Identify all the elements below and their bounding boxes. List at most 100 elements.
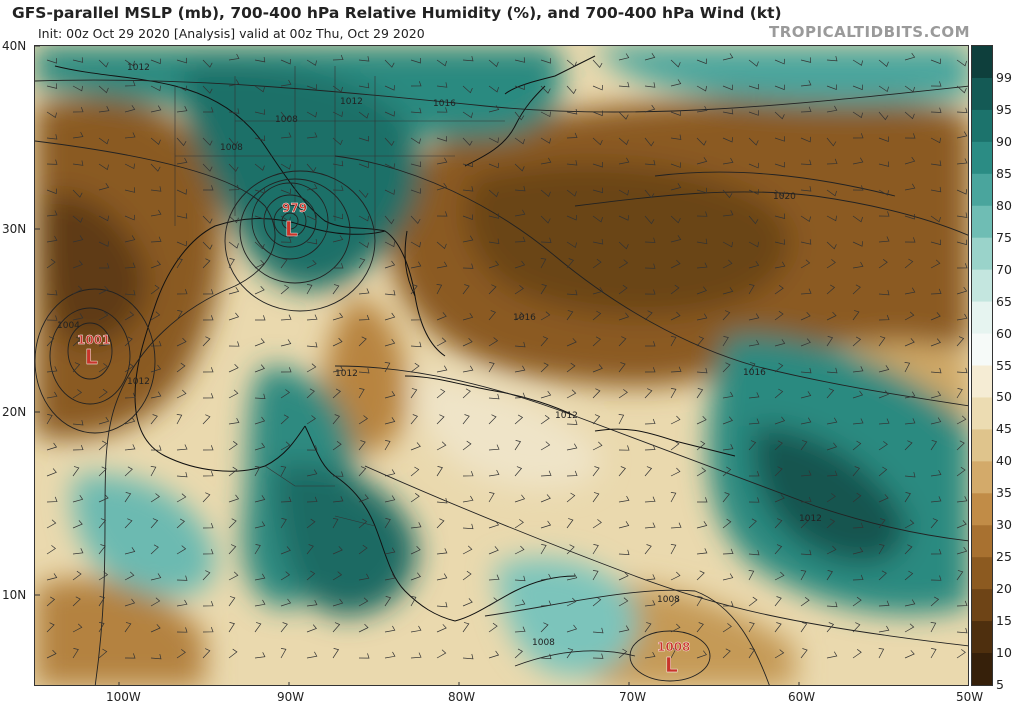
isobar-labels: 1012 1012 1016 1008 1008 1020 1016 1016 … (57, 63, 822, 648)
wind-barb (124, 262, 136, 269)
wind-barb (722, 137, 733, 143)
wind-barb (358, 288, 370, 295)
wind-barb (176, 240, 187, 247)
wind-barb (826, 189, 837, 197)
wind-barb (410, 284, 418, 295)
wind-barb (228, 241, 239, 249)
wind-barb (956, 627, 968, 634)
isobar-label: 1016 (433, 99, 456, 109)
colorbar-swatch (972, 429, 992, 462)
colorbar-tick-label: 75 (996, 229, 1012, 245)
wind-barb (358, 544, 368, 555)
wind-barb (826, 417, 838, 425)
wind-barb (46, 596, 56, 607)
wind-barb (72, 444, 84, 451)
wind-barb (436, 518, 445, 529)
wind-barb (150, 364, 162, 373)
wind-barb (46, 545, 57, 555)
wind-barb (332, 546, 343, 555)
wind-barb (904, 183, 916, 191)
wind-barb (72, 260, 83, 269)
wind-barb (228, 389, 239, 399)
wind-barb (332, 414, 340, 425)
wind-barb (930, 288, 942, 295)
wind-barb (956, 85, 967, 94)
wind-barb (176, 288, 188, 295)
colorbar-swatch (972, 301, 992, 335)
wind-barb (852, 261, 864, 269)
lat-label-30n: 30N (2, 222, 27, 236)
wind-barb (98, 183, 110, 191)
wind-barb (410, 545, 421, 555)
wind-barb (203, 107, 214, 113)
wind-barb (774, 596, 782, 607)
wind-barb (852, 215, 863, 223)
wind-barb (46, 58, 57, 64)
wind-barb (592, 110, 603, 117)
wind-barb (436, 59, 447, 67)
wind-barb (956, 189, 967, 195)
wind-barb (826, 493, 836, 503)
wind-barb (46, 235, 58, 243)
wind-barb (332, 365, 344, 373)
wind-barb (956, 600, 968, 607)
wind-barb (46, 649, 57, 659)
wind-barb (748, 339, 760, 347)
wind-barb (462, 137, 473, 146)
wind-barb (254, 85, 265, 93)
wind-barb (202, 258, 211, 269)
wind-barb (98, 571, 109, 581)
wind-barb (410, 107, 422, 114)
colorbar-swatch (972, 397, 992, 430)
wind-barb (462, 598, 473, 607)
wind-barb (696, 467, 707, 477)
wind-barb (436, 498, 448, 504)
wind-barb (722, 362, 731, 373)
wind-barb (592, 59, 603, 68)
wind-barb (592, 519, 602, 529)
wind-barb (540, 215, 551, 224)
wind-barb (176, 189, 187, 195)
wind-barb (488, 414, 497, 425)
wind-barb (592, 388, 601, 399)
wind-barb (722, 548, 734, 555)
wind-barb (228, 441, 238, 451)
wind-barb (280, 441, 291, 451)
isobar-label: 1012 (340, 97, 363, 107)
wind-barb (592, 310, 602, 321)
political-borders (174, 66, 505, 527)
wind-barb (826, 470, 838, 477)
wind-barb (566, 419, 578, 425)
colorbar-tick-label: 95 (996, 101, 1012, 117)
wind-barb (566, 160, 578, 166)
wind-barb (904, 311, 915, 321)
wind-barb (306, 132, 318, 139)
wind-barb (774, 622, 782, 633)
wind-barb (150, 236, 162, 243)
colorbar-tick-label: 40 (996, 453, 1012, 469)
wind-barb (826, 84, 837, 91)
wind-barb (384, 625, 396, 633)
wind-barb (852, 133, 864, 139)
wind-barb (956, 367, 968, 374)
wind-barb (618, 597, 629, 607)
wind-barb (384, 241, 395, 248)
wind-barb (280, 188, 291, 195)
wind-barb (540, 85, 551, 94)
wind-barb (410, 362, 420, 373)
wind-barb (358, 135, 369, 142)
wind-barb (436, 414, 445, 425)
wind-barb (306, 284, 313, 295)
wind-barb (566, 443, 578, 451)
wind-barb (696, 157, 708, 165)
colorbar-tick-label: 25 (996, 549, 1012, 565)
wind-barb (618, 445, 630, 451)
wind-barb (540, 544, 547, 555)
wind-barb (410, 388, 418, 399)
wind-barb (462, 284, 470, 295)
wind-barb (566, 518, 574, 529)
wind-barb (696, 105, 708, 113)
wind-barb (410, 572, 421, 581)
wind-barb (592, 137, 603, 146)
wind-barb (514, 163, 525, 172)
